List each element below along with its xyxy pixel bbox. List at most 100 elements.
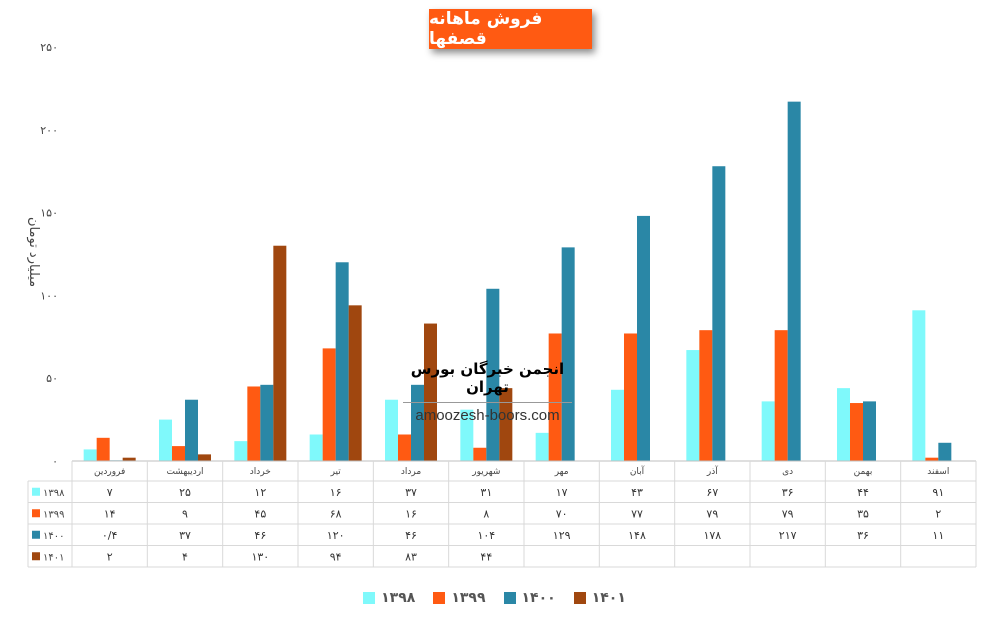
- legend-item: ۱۴۰۰: [503, 590, 556, 606]
- data-label: ۳۶: [782, 486, 794, 499]
- data-label: ۷۹: [782, 507, 794, 520]
- bar: [385, 399, 398, 461]
- y-tick-label: ۱۰۰: [40, 289, 58, 302]
- watermark-divider: [403, 402, 572, 403]
- data-label: ۷۷: [631, 507, 643, 520]
- data-label: ۷۰: [556, 507, 568, 520]
- series-row-label: ۱۳۹۸: [43, 488, 65, 499]
- bar: [774, 330, 788, 461]
- y-tick-label: ۱۵۰: [40, 207, 58, 220]
- data-label: ۱۰۴: [477, 529, 495, 542]
- y-tick-label: ۲۵۰: [40, 41, 58, 54]
- category-label: آبان: [630, 465, 645, 477]
- bar: [787, 101, 801, 461]
- bar: [938, 442, 952, 461]
- category-label: دی: [782, 467, 793, 477]
- data-label: ۴: [182, 550, 188, 563]
- legend-label: ۱۴۰۱: [591, 590, 626, 606]
- data-label: ۳۶: [857, 529, 869, 542]
- bar: [159, 419, 172, 461]
- bar: [83, 449, 97, 461]
- legend-label: ۱۳۹۸: [381, 590, 416, 606]
- category-label: مرداد: [401, 467, 421, 477]
- data-label: ۸۳: [405, 550, 417, 563]
- bar: [322, 348, 336, 461]
- data-label: ۴۳: [631, 486, 643, 499]
- data-label: ۱۴: [104, 507, 116, 520]
- bar: [699, 330, 713, 461]
- legend-swatch: [363, 592, 376, 604]
- legend-item: ۱۴۰۱: [573, 590, 626, 606]
- category-label: بهمن: [854, 467, 873, 477]
- data-label: ۳۵: [857, 507, 869, 520]
- bar: [761, 401, 775, 461]
- category-label: شهریور: [471, 467, 500, 477]
- legend-item: ۱۳۹۹: [433, 590, 486, 606]
- y-tick-label: ۰: [52, 455, 58, 468]
- bar: [712, 166, 726, 461]
- bar: [686, 350, 700, 461]
- y-axis-label: میلیارد تومان: [26, 217, 41, 287]
- bar: [912, 310, 926, 461]
- data-label: ۱۲: [254, 486, 266, 499]
- bar: [561, 247, 575, 461]
- legend-swatch: [573, 592, 586, 604]
- data-label: ۱۷۸: [703, 529, 721, 542]
- series-row-label: ۱۴۰۱: [43, 552, 64, 563]
- bar: [460, 409, 474, 461]
- legend-item: ۱۳۹۸: [363, 590, 415, 606]
- table-legend-key: [32, 530, 40, 539]
- bar: [624, 333, 637, 461]
- category-label: آذر: [706, 465, 718, 477]
- series-row-label: ۱۴۰۰: [43, 531, 64, 542]
- y-tick-label: ۵۰: [46, 372, 58, 385]
- data-label: ۱۲۹: [553, 529, 571, 542]
- data-label: ۹: [182, 507, 188, 520]
- table-legend-key: [32, 487, 40, 496]
- data-label: ۹۱: [932, 486, 944, 499]
- category-label: فروردین: [94, 467, 125, 477]
- bar: [486, 288, 500, 461]
- bar: [348, 305, 362, 461]
- bar: [611, 389, 624, 461]
- data-label: ۳۷: [405, 486, 417, 499]
- data-label: ۳۱: [480, 486, 492, 499]
- watermark: انجمن خبرگان بورس تهران amoozesh-boors.c…: [395, 360, 580, 424]
- data-label: ۲: [935, 507, 941, 520]
- bar: [309, 434, 323, 461]
- data-label: ۸: [483, 507, 489, 520]
- bar: [96, 437, 110, 461]
- table-legend-key: [32, 552, 40, 561]
- bar: [411, 384, 424, 461]
- bar: [850, 403, 863, 461]
- chart-title: فروش ماهانه قصفها: [429, 9, 592, 49]
- bar: [198, 454, 211, 461]
- data-label: ۶۸: [330, 507, 342, 520]
- data-label: ۲۵: [179, 486, 191, 499]
- bar: [185, 399, 198, 461]
- category-label: تیر: [330, 467, 342, 477]
- bar: [398, 434, 411, 461]
- category-label: اسفند: [927, 467, 949, 477]
- data-label: ۴۴: [857, 486, 869, 499]
- data-label: ۱۲۰: [327, 529, 345, 542]
- data-label: ۴۶: [405, 529, 417, 542]
- data-label: ۹۴: [330, 550, 342, 563]
- data-label: ۶۷: [706, 486, 718, 499]
- legend-label: ۱۳۹۹: [451, 590, 486, 606]
- data-label: ۱۶: [405, 507, 417, 520]
- table-legend-key: [32, 509, 40, 518]
- bar: [234, 441, 248, 461]
- y-tick-label: ۲۰۰: [40, 124, 58, 137]
- category-label: اردیبهشت: [166, 467, 203, 477]
- bar: [172, 446, 185, 461]
- legend-label: ۱۴۰۰: [521, 590, 556, 606]
- bar: [473, 447, 487, 461]
- category-label: مهر: [554, 467, 569, 477]
- data-label: ۴۴: [480, 550, 492, 563]
- data-label: ۱۳۰: [251, 550, 269, 563]
- legend-swatch: [503, 592, 516, 604]
- legend: ۱۳۹۸ ۱۳۹۹ ۱۴۰۰ ۱۴۰۱: [0, 590, 989, 606]
- bar: [863, 401, 876, 461]
